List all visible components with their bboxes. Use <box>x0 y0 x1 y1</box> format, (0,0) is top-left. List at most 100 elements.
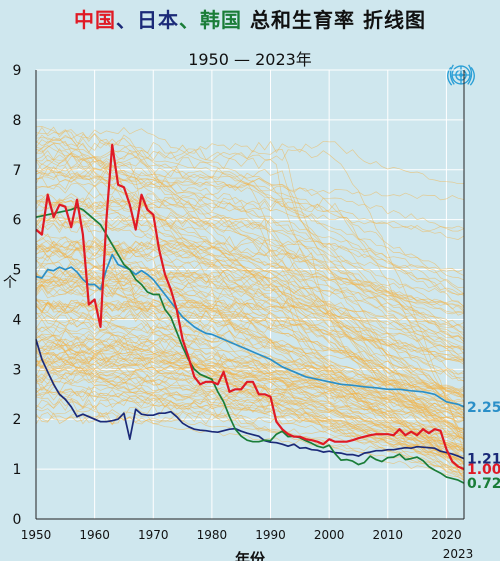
other-country-line <box>35 132 465 240</box>
other-country-line <box>35 159 465 449</box>
other-country-line <box>35 301 465 435</box>
other-country-line <box>35 358 465 422</box>
y-tick-label: 5 <box>13 263 22 279</box>
other-country-line <box>35 165 465 313</box>
other-country-line <box>35 171 465 381</box>
other-country-line <box>35 240 465 432</box>
axis-labels: 0 1 2 3 4 5 6 7 8 9 1950 1960 1970 1980 1990 2000 2010 20… <box>3 63 500 561</box>
other-country-line <box>35 165 465 441</box>
other-country-line <box>35 285 465 482</box>
other-country-line <box>35 297 465 397</box>
x-tick-label: 1960 <box>79 528 110 542</box>
other-country-line <box>35 361 465 456</box>
end-label-china: 1.00 <box>467 462 500 478</box>
other-country-line <box>35 321 465 444</box>
x-tick-label: 1990 <box>255 528 286 542</box>
other-country-line <box>35 269 465 471</box>
other-country-line <box>35 404 465 464</box>
other-country-line <box>35 235 465 316</box>
other-country-line <box>35 395 465 460</box>
title-korea: 韩国 <box>200 8 243 32</box>
other-country-line <box>35 329 465 415</box>
x-tick-label-last: 2023 <box>443 547 474 561</box>
other-country-line <box>35 367 465 420</box>
x-tick-label: 1950 <box>21 528 52 542</box>
y-tick-label: 6 <box>13 213 22 229</box>
other-country-line <box>35 361 465 419</box>
y-tick-label: 2 <box>13 412 22 428</box>
y-tick-label: 3 <box>13 362 22 378</box>
y-tick-label: 4 <box>13 312 22 328</box>
other-country-line <box>35 377 465 476</box>
y-tick-label: 9 <box>13 63 22 79</box>
end-label-world: 2.25 <box>467 400 500 416</box>
other-country-line <box>35 168 465 295</box>
other-country-line <box>35 357 465 394</box>
other-country-line <box>35 297 465 410</box>
y-tick-label: 0 <box>13 512 22 528</box>
other-country-line <box>35 322 465 363</box>
x-axis-title: 年份 <box>235 550 266 561</box>
other-country-line <box>35 254 465 475</box>
other-country-line <box>35 126 465 416</box>
other-country-line <box>35 148 465 454</box>
other-country-line <box>35 274 465 479</box>
series-line-korea <box>35 206 465 484</box>
other-country-line <box>35 300 465 411</box>
other-country-line <box>35 225 465 295</box>
other-country-line <box>35 383 465 475</box>
other-country-line <box>35 145 465 296</box>
x-tick-label: 2010 <box>373 528 404 542</box>
other-country-line <box>35 312 465 436</box>
other-country-line <box>35 140 465 185</box>
x-tick-label: 2020 <box>431 528 462 542</box>
axes <box>35 70 465 520</box>
other-country-line <box>35 309 465 434</box>
y-tick-label: 8 <box>13 113 22 129</box>
other-country-line <box>35 352 465 481</box>
series-line-china <box>35 143 465 471</box>
other-country-line <box>35 372 465 433</box>
other-country-line <box>35 285 465 329</box>
other-country-line <box>35 316 465 430</box>
other-country-line <box>35 344 465 463</box>
other-country-line <box>35 249 465 397</box>
other-country-line <box>35 269 465 363</box>
other-countries-lines <box>35 126 465 482</box>
series-lines <box>35 143 465 484</box>
other-country-line <box>35 337 465 454</box>
title-separator: 、 <box>116 8 138 32</box>
other-country-line <box>35 168 465 201</box>
series-line-world <box>35 253 465 408</box>
chart-title: 中国、日本、韩国 总和生育率 折线图 <box>0 4 500 33</box>
other-country-line <box>35 284 465 419</box>
un-emblem-icon <box>447 64 475 86</box>
title-china: 中国 <box>74 8 117 32</box>
other-country-line <box>35 352 465 431</box>
chart-subtitle: 1950 — 2023年 <box>188 50 312 69</box>
y-tick-label: 7 <box>13 163 22 179</box>
other-country-line <box>35 176 465 276</box>
other-country-line <box>35 148 465 453</box>
other-country-line <box>35 362 465 434</box>
other-country-line <box>35 342 465 465</box>
other-country-line <box>35 298 465 351</box>
other-country-line <box>35 140 465 342</box>
other-country-line <box>35 238 465 360</box>
x-tick-label: 2000 <box>314 528 345 542</box>
end-label-korea: 0.72 <box>467 476 500 492</box>
other-country-line <box>35 411 465 459</box>
title-rest: 总和生育率 折线图 <box>242 8 426 32</box>
y-axis-title: 个 <box>3 275 17 291</box>
end-label-japan: 1.21 <box>467 452 500 468</box>
x-tick-label: 1980 <box>197 528 228 542</box>
other-country-line <box>35 213 465 311</box>
other-country-line <box>35 240 465 326</box>
title-separator: 、 <box>179 8 201 32</box>
other-country-line <box>35 248 465 340</box>
other-country-line <box>35 214 465 313</box>
other-country-line <box>35 355 465 392</box>
other-country-line <box>35 137 465 281</box>
other-country-line <box>35 219 465 411</box>
